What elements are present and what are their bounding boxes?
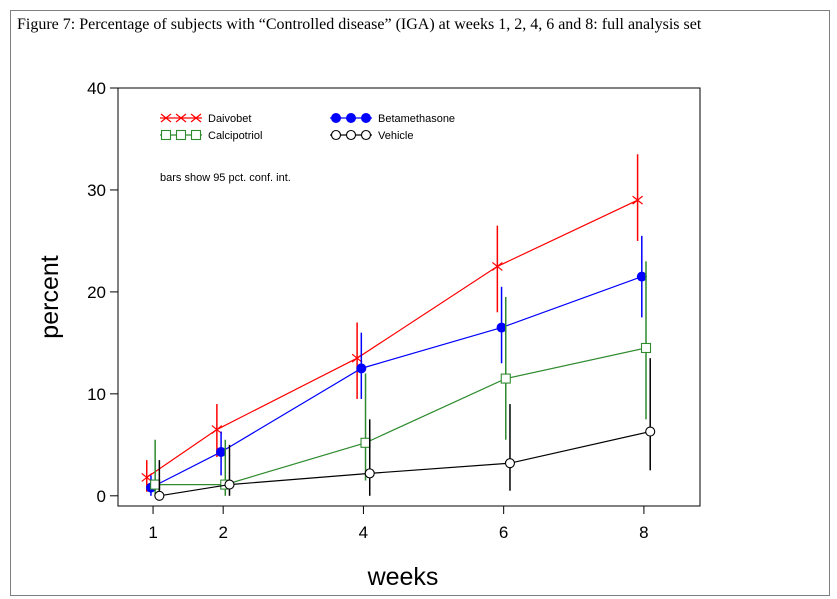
x-tick-label: 8: [639, 523, 648, 542]
point-marker: [175, 129, 187, 141]
y-tick-label: 30: [87, 181, 106, 200]
legend: Daivobet Betamethasone Calcipotriol Vehicle: [160, 113, 455, 142]
point-marker: [496, 322, 507, 333]
x-tick-label: 4: [359, 523, 368, 542]
point-marker: [504, 458, 516, 469]
figure-caption: Figure 7: Percentage of subjects with “C…: [17, 16, 702, 33]
point-marker: [360, 437, 371, 448]
point-marker: [330, 129, 342, 141]
legend-item-vehicle: Vehicle: [330, 129, 413, 142]
point-marker: [632, 195, 643, 205]
point-marker: [364, 468, 375, 479]
point-marker: [645, 426, 656, 437]
series-calcipotriol: [150, 261, 652, 496]
point-marker: [500, 373, 511, 384]
series-vehicle: [154, 358, 656, 501]
point-marker: [345, 129, 357, 141]
x-tick-label: 1: [148, 523, 157, 542]
point-marker: [491, 261, 503, 271]
figure-frame: [10, 10, 830, 596]
point-marker: [141, 472, 153, 482]
legend-label: Betamethasone: [378, 113, 455, 125]
point-marker: [356, 363, 367, 374]
legend-item-calcipotriol: Calcipotriol: [160, 129, 262, 142]
point-marker: [331, 113, 341, 123]
x-tick-label: 6: [499, 523, 508, 542]
point-marker: [160, 129, 172, 141]
point-marker: [636, 271, 647, 282]
y-tick-label: 40: [87, 79, 106, 98]
legend-label: Vehicle: [378, 130, 413, 142]
y-tick-label: 0: [97, 487, 106, 506]
y-tick-label: 10: [87, 385, 106, 404]
point-marker: [216, 446, 227, 457]
y-axis: 0 10 20 30 40: [87, 79, 118, 506]
x-axis: 1 2 4 6 8: [148, 506, 649, 542]
legend-item-betamethasone: Betamethasone: [330, 113, 455, 125]
point-marker: [211, 425, 223, 435]
point-marker: [190, 129, 202, 141]
point-marker: [361, 113, 371, 123]
point-marker: [351, 353, 363, 363]
point-marker: [640, 342, 652, 354]
point-marker: [190, 113, 202, 123]
point-marker: [160, 113, 172, 123]
series-betamethasone: [145, 235, 647, 496]
legend-item-daivobet: Daivobet: [160, 113, 251, 125]
point-marker: [154, 490, 165, 501]
point-marker: [360, 129, 372, 141]
series-daivobet: [141, 154, 643, 492]
y-axis-title: percent: [36, 255, 64, 338]
y-tick-label: 20: [87, 283, 106, 302]
point-marker: [224, 479, 235, 490]
legend-label: Daivobet: [208, 113, 251, 125]
point-marker: [175, 113, 187, 123]
series-layer: [141, 154, 656, 501]
legend-label: Calcipotriol: [208, 130, 262, 142]
annotation-text: bars show 95 pct. conf. int.: [160, 172, 291, 184]
x-axis-title: weeks: [367, 563, 439, 591]
x-tick-label: 2: [218, 523, 227, 542]
point-marker: [346, 113, 356, 123]
point-marker: [150, 479, 161, 490]
plot-area: [117, 87, 701, 507]
